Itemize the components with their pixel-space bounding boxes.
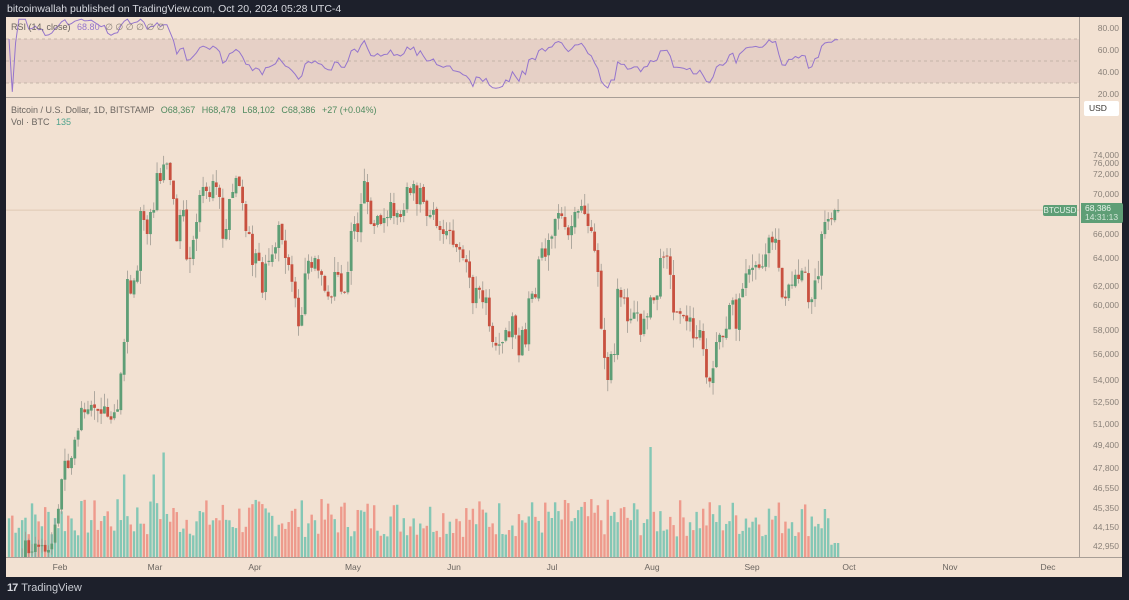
price-tick: 45,350	[1093, 503, 1119, 513]
last-price-tag: 68,386 14:31:13	[1081, 203, 1123, 223]
last-price: 68,386	[1085, 203, 1111, 213]
tradingview-logo-icon: 17	[7, 582, 18, 594]
time-axis[interactable]: Feb Mar Apr May Jun Jul Aug Sep Oct Nov …	[6, 557, 1122, 578]
high-value: H68,478	[201, 105, 236, 115]
price-tick: 64,000	[1093, 253, 1119, 263]
bar-countdown: 14:31:13	[1085, 212, 1119, 222]
price-tick: 70,000	[1093, 189, 1119, 199]
open-value: O68,367	[160, 105, 196, 115]
price-tick: 46,550	[1093, 483, 1119, 493]
price-tick: 51,000	[1093, 419, 1119, 429]
month-label: Oct	[842, 562, 856, 572]
price-pane[interactable]: Bitcoin / U.S. Dollar, 1D, BITSTAMP O68,…	[6, 98, 1079, 557]
price-tick: 54,000	[1093, 375, 1119, 385]
price-tick: 74,000	[1093, 150, 1119, 160]
volume-value: 135	[56, 117, 72, 127]
symbol-price-tag: BTCUSD	[1043, 205, 1077, 216]
price-axis[interactable]: 80.00 60.00 40.00 20.00 USD 76,000 74,000…	[1079, 17, 1123, 557]
rsi-na-marks: ∅ ∅ ∅ ∅ ∅ ∅	[105, 22, 165, 32]
month-label: Jun	[447, 562, 461, 572]
rsi-legend: RSI (14, close) 68.80 ∅ ∅ ∅ ∅ ∅ ∅	[11, 22, 165, 33]
price-tick: 72,000	[1093, 169, 1119, 179]
low-value: L68,102	[242, 105, 275, 115]
price-tick: 49,400	[1093, 440, 1119, 450]
rsi-tick: 60.00	[1097, 45, 1119, 55]
month-label: Apr	[248, 562, 262, 572]
rsi-tick: 20.00	[1097, 89, 1119, 99]
price-tick: 60,000	[1093, 300, 1119, 310]
month-label: Jul	[546, 562, 558, 572]
brand-name: TradingView	[21, 582, 82, 594]
rsi-pane[interactable]: RSI (14, close) 68.80 ∅ ∅ ∅ ∅ ∅ ∅	[6, 17, 1079, 98]
rsi-plot	[6, 18, 1079, 92]
price-tick: 76,000	[1093, 158, 1119, 168]
symbol-legend: Bitcoin / U.S. Dollar, 1D, BITSTAMP O68,…	[11, 104, 376, 128]
footer-brand[interactable]: 17 TradingView	[7, 582, 82, 594]
month-label: Dec	[1040, 562, 1056, 572]
month-label: Feb	[52, 562, 68, 572]
rsi-value: 68.80	[77, 22, 100, 32]
price-tick: 56,000	[1093, 349, 1119, 359]
chart-frame: RSI (14, close) 68.80 ∅ ∅ ∅ ∅ ∅ ∅ Bitcoi…	[6, 17, 1123, 578]
price-tick: 44,150	[1093, 522, 1119, 532]
month-label: Aug	[644, 562, 660, 572]
currency-button[interactable]: USD	[1084, 101, 1119, 116]
month-label: Sep	[744, 562, 760, 572]
price-tick: 42,950	[1093, 541, 1119, 551]
change-value: +27 (+0.04%)	[321, 105, 377, 115]
month-label: Nov	[942, 562, 958, 572]
price-tick: 62,000	[1093, 281, 1119, 291]
volume-label: Vol · BTC	[11, 117, 50, 127]
price-tick: 58,000	[1093, 325, 1119, 335]
price-tick: 66,000	[1093, 229, 1119, 239]
month-label: May	[344, 562, 362, 572]
candlestick-plot	[6, 155, 1079, 557]
month-label: Mar	[147, 562, 163, 572]
publisher-caption: bitcoinwallah published on TradingView.c…	[7, 3, 342, 15]
price-tick: 52,500	[1093, 397, 1119, 407]
rsi-tick: 40.00	[1097, 67, 1119, 77]
symbol-title: Bitcoin / U.S. Dollar, 1D, BITSTAMP	[11, 105, 155, 115]
close-value: C68,386	[281, 105, 316, 115]
rsi-label: RSI (14, close)	[11, 22, 71, 32]
rsi-tick: 80.00	[1097, 23, 1119, 33]
price-tick: 47,800	[1093, 463, 1119, 473]
